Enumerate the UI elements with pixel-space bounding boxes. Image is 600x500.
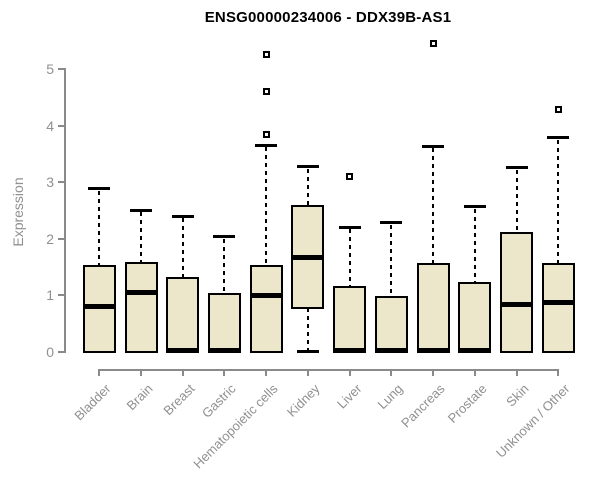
x-tick-mark (432, 370, 435, 376)
x-tick-mark (515, 370, 518, 376)
box-iqr (333, 286, 367, 353)
y-tick-label: 5 (46, 61, 54, 77)
x-tick-mark (98, 370, 101, 376)
y-tick-mark (58, 294, 65, 297)
upper-whisker-cap (338, 225, 361, 229)
upper-whisker-cap (130, 208, 153, 212)
y-tick-mark (58, 124, 65, 127)
y-axis-label: Expression (10, 177, 26, 247)
upper-whisker-cap (171, 214, 194, 218)
upper-whisker-cap (380, 221, 403, 225)
x-axis-line (98, 369, 559, 371)
outlier-point (262, 51, 270, 59)
upper-whisker (306, 168, 309, 206)
outlier-point (262, 88, 270, 96)
median-line (168, 347, 198, 353)
median-line (376, 347, 406, 353)
box-iqr (124, 261, 158, 353)
median-line (293, 254, 323, 260)
box-iqr (458, 282, 492, 353)
upper-whisker (390, 224, 393, 297)
y-tick-mark (58, 237, 65, 240)
upper-whisker-cap (463, 205, 486, 209)
y-tick-mark (58, 68, 65, 70)
outlier-point (262, 130, 270, 138)
upper-whisker (432, 148, 435, 265)
outlier-point (429, 40, 437, 48)
x-tick-mark (181, 370, 184, 376)
upper-whisker-cap (547, 136, 570, 140)
median-line (418, 347, 448, 353)
y-tick-label: 2 (46, 230, 54, 247)
box-iqr (207, 293, 241, 353)
y-tick-label: 4 (46, 117, 54, 134)
upper-whisker-cap (422, 144, 445, 148)
outlier-point (346, 172, 354, 180)
median-line (126, 289, 156, 295)
upper-whisker (223, 238, 226, 295)
y-axis-line (64, 68, 66, 353)
median-line (335, 347, 365, 353)
upper-whisker (140, 212, 143, 263)
box-iqr (166, 276, 200, 353)
outlier-point (554, 106, 562, 114)
x-tick-mark (473, 370, 476, 376)
y-tick-mark (58, 181, 65, 184)
median-line (209, 347, 239, 353)
y-tick-label: 0 (46, 343, 54, 360)
x-tick-mark (306, 370, 309, 376)
box-iqr (374, 295, 408, 353)
lower-whisker (306, 307, 309, 350)
box-iqr (416, 263, 450, 353)
y-tick-mark (58, 350, 65, 353)
upper-whisker (98, 190, 101, 266)
box-iqr (249, 264, 283, 353)
box-iqr (541, 263, 575, 353)
x-tick-mark (557, 370, 560, 376)
x-tick-mark (223, 370, 226, 376)
upper-whisker (515, 169, 518, 233)
x-tick-mark (348, 370, 351, 376)
upper-whisker-cap (505, 166, 528, 170)
upper-whisker-cap (88, 187, 111, 191)
median-line (543, 300, 573, 305)
upper-whisker (348, 229, 351, 288)
upper-whisker-cap (255, 143, 278, 147)
median-line (251, 292, 281, 298)
upper-whisker (557, 139, 560, 265)
upper-whisker (473, 208, 476, 284)
median-line (460, 347, 490, 353)
upper-whisker (181, 218, 184, 278)
x-tick-mark (265, 370, 268, 376)
median-line (502, 301, 532, 307)
x-tick-mark (140, 370, 143, 376)
upper-whisker-cap (296, 165, 319, 169)
median-line (84, 303, 114, 309)
y-tick-label: 3 (46, 174, 54, 191)
x-tick-mark (390, 370, 393, 376)
upper-whisker-cap (213, 235, 236, 239)
lower-whisker-cap (296, 350, 319, 354)
box-iqr (500, 231, 534, 353)
upper-whisker (265, 147, 268, 266)
y-tick-label: 1 (46, 287, 54, 304)
chart-title: ENSG00000234006 - DDX39B-AS1 (204, 9, 452, 26)
